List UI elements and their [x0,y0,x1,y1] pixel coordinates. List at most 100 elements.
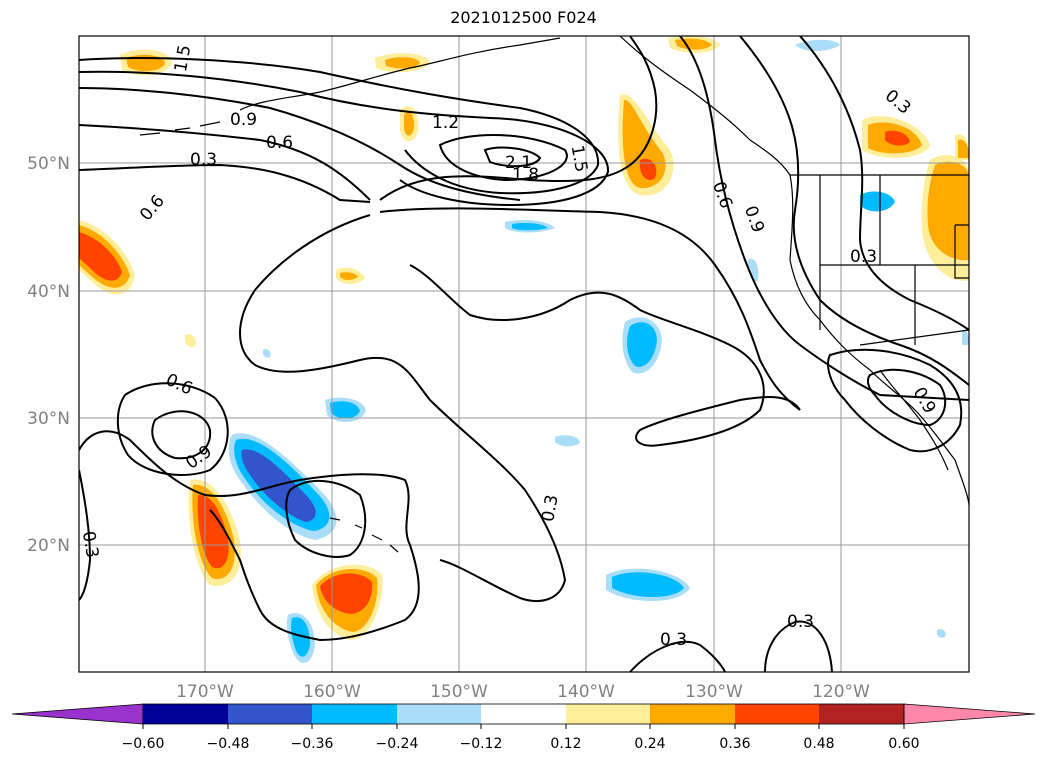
colorbar-segment [143,704,228,724]
lon-label: 130°W [685,682,743,702]
colorbar-segment [819,704,904,724]
negative-anomaly [612,572,684,597]
contour-1-5 [79,57,600,195]
contour-0-3i [764,620,833,672]
colorbar-tick-label: 0.48 [803,736,834,752]
coastline-aleutians [139,121,221,136]
positive-anomaly [320,573,373,614]
positive-anomaly [958,139,969,158]
map-frame [78,35,970,673]
colorbar-ticks [142,724,905,729]
contour-label: 0.3 [881,86,915,119]
contour-label: 0.9 [740,203,768,235]
contour-label: 1.2 [432,113,459,133]
colorbar: −0.60 −0.48 −0.36 −0.24 −0.12 0.12 0.24 … [11,703,1036,752]
colorbar-segment [481,704,566,724]
negative-anomaly [555,435,580,447]
coastlines [139,36,969,553]
contour-label: 0.3 [850,247,877,267]
contour-label: 0.6 [136,191,169,225]
contour-0-6a [79,124,371,201]
positive-anomaly [927,161,969,261]
contour-0-3c [239,214,567,602]
colorbar-tick-label: −0.24 [376,736,419,752]
contour-label: 1.5 [567,144,591,174]
contour-0-3a [79,163,371,203]
contour-0-3h [629,640,726,672]
contour-0-3f [79,469,92,601]
lon-label: 160°W [303,682,361,702]
contour-label: 0.6 [708,179,736,211]
coastline-baja [879,369,949,471]
colorbar-segment [397,704,481,724]
positive-anomaly [385,57,420,69]
colorbar-segment [312,704,397,724]
coastline-us-west [789,174,969,506]
colorbar-segment [735,704,819,724]
lat-label: 50°N [27,154,70,174]
positive-anomaly [885,130,910,146]
contour-2-1 [483,146,542,168]
contour-0-9e [866,368,947,427]
colorbar-segment [228,704,312,724]
positive-anomaly [639,158,657,180]
colorbar-segment [650,704,735,724]
colorbar-tick-label: 0.36 [719,736,750,752]
negative-anomaly [330,401,360,419]
lon-label: 150°W [430,682,488,702]
map-title: 2021012500 F024 [450,8,597,27]
positive-anomaly [79,232,122,281]
positive-anomaly [340,272,358,280]
lon-label: 140°W [557,682,615,702]
contour-label: 0.3 [190,150,217,170]
colorbar-tick-label: −0.12 [460,736,503,752]
contour-label: 0.3 [538,493,562,523]
contour-label: 1.5 [171,44,195,74]
negative-anomaly [962,329,969,345]
map-plot-area: 1.5 1.2 0.9 0.6 0.3 2.1 1.8 1.5 0.6 0.9 … [78,36,969,672]
contour-0-9a [79,87,521,201]
negative-anomaly [936,629,946,638]
contour-0-3d [409,264,801,447]
colorbar-tick-labels: −0.60 −0.48 −0.36 −0.24 −0.12 0.12 0.24 … [122,736,920,752]
lat-label: 40°N [27,282,70,302]
contour-1-2 [79,70,610,207]
coastline-hawaii [329,517,399,553]
contour-0-6c [739,36,969,386]
contour-0-9c [679,36,969,401]
contour-0-6b [379,207,801,411]
colorbar-tick-label: 0.60 [888,736,919,752]
contour-label: 0.3 [787,612,814,632]
contour-0-6d [116,382,229,476]
contour-0-3b [799,36,969,331]
colorbar-tick-label: −0.60 [122,736,165,752]
positive-anomaly [184,334,196,348]
contour-label: 0.6 [266,133,293,153]
negative-anomaly [291,617,310,657]
border-state-1 [819,175,969,345]
shading-layer [79,36,969,663]
contour-0-3e [79,430,420,642]
negative-anomaly [627,322,657,367]
negative-anomaly [795,39,840,52]
colorbar-tick-label: 0.24 [634,736,665,752]
lon-label: 170°W [176,682,234,702]
border-us-mexico [859,329,969,346]
lon-label: 120°W [812,682,870,702]
colorbar-frame [142,703,905,725]
colorbar-tick-label: −0.36 [291,736,334,752]
negative-anomaly [262,349,271,358]
contour-label: 0.9 [230,110,257,130]
contour-label: 0.3 [78,530,102,560]
colorbar-tick-label: 0.12 [550,736,581,752]
contour-0-3g [285,479,367,558]
contour-lines [79,36,969,672]
colorbar-segment [566,704,650,724]
colorbar-extend-low [11,703,144,725]
contour-label: 1.8 [512,165,539,185]
contour-0-6e [827,348,963,453]
negative-anomaly [860,191,895,212]
colorbar-tick-label: −0.48 [207,736,250,752]
contour-0-9d [151,410,212,460]
